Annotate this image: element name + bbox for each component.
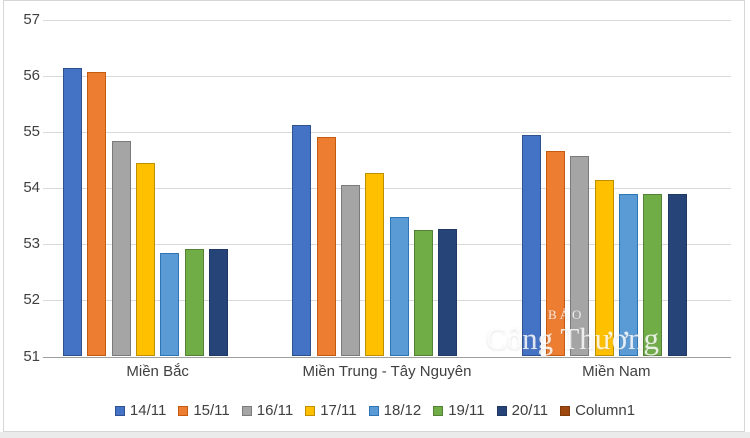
legend-swatch-icon xyxy=(114,405,125,416)
category-label-mien-trung-tay-nguyen: Miền Trung - Tây Nguyên xyxy=(302,363,472,380)
legend-label: 17/11 xyxy=(320,402,357,419)
legend-swatch-icon xyxy=(433,405,444,416)
bar xyxy=(413,229,433,357)
bar xyxy=(618,193,638,357)
y-axis-tick-label: 53 xyxy=(23,235,40,253)
bar xyxy=(136,163,156,357)
gridline xyxy=(43,244,731,246)
legend-item: 20/11 xyxy=(496,402,549,419)
bar xyxy=(316,137,336,357)
legend-swatch-icon xyxy=(560,405,571,416)
bar xyxy=(365,172,385,357)
legend-label: 19/11 xyxy=(448,402,485,419)
chart-area: 57 56 55 54 53 52 51 Miền Bắc Miền Trung… xyxy=(3,0,745,432)
legend-swatch-icon xyxy=(496,405,507,416)
y-axis-tick-label: 51 xyxy=(23,347,40,365)
legend-label: 20/11 xyxy=(511,402,549,419)
x-axis-line xyxy=(43,356,731,358)
bar xyxy=(546,150,566,357)
gridline xyxy=(43,188,731,190)
legend-item: 14/11 xyxy=(114,402,167,419)
gridline xyxy=(43,20,731,21)
legend-swatch-icon xyxy=(178,405,189,416)
bar xyxy=(667,193,687,357)
y-axis-tick-label: 56 xyxy=(23,67,40,85)
legend-item: 19/11 xyxy=(433,402,485,419)
legend-label: Column1 xyxy=(575,402,636,419)
bar xyxy=(389,216,409,357)
bar xyxy=(594,179,614,357)
gridline xyxy=(43,132,731,134)
y-axis-tick-label: 54 xyxy=(23,179,40,197)
legend-label: 18/12 xyxy=(383,402,422,419)
bar xyxy=(208,248,228,357)
legend-item: 15/11 xyxy=(178,402,230,419)
page-background-strip xyxy=(0,432,750,438)
legend-label: 16/11 xyxy=(256,402,294,419)
legend-swatch-icon xyxy=(368,405,379,416)
legend-item: 16/11 xyxy=(241,402,294,419)
gridline xyxy=(43,76,731,78)
legend-label: 15/11 xyxy=(193,402,230,419)
y-axis-tick-label: 52 xyxy=(23,291,40,309)
legend-swatch-icon xyxy=(241,405,252,416)
gridline xyxy=(43,300,731,302)
category-label-mien-bac: Miền Bắc xyxy=(126,363,189,380)
bar xyxy=(111,140,131,357)
bar xyxy=(63,67,83,357)
bar xyxy=(184,248,204,357)
legend-item: Column1 xyxy=(560,402,635,419)
category-label-mien-nam: Miền Nam xyxy=(582,363,651,380)
legend-item: 18/12 xyxy=(368,402,422,419)
bar xyxy=(521,134,541,357)
bar xyxy=(341,184,361,357)
chart-legend: 14/11 15/11 16/11 17/11 18/12 19/11 20/1… xyxy=(4,402,744,419)
bar xyxy=(643,193,663,357)
bar xyxy=(160,252,180,357)
bar xyxy=(292,125,312,357)
legend-swatch-icon xyxy=(305,405,316,416)
bar xyxy=(87,72,107,357)
legend-label: 14/11 xyxy=(129,402,167,419)
y-axis-tick-label: 57 xyxy=(23,11,40,28)
x-axis-category-labels: Miền Bắc Miền Trung - Tây Nguyên Miền Na… xyxy=(43,363,731,380)
legend-item: 17/11 xyxy=(305,402,357,419)
bar xyxy=(570,156,590,357)
bar xyxy=(438,229,458,357)
y-axis-tick-label: 55 xyxy=(23,123,40,141)
